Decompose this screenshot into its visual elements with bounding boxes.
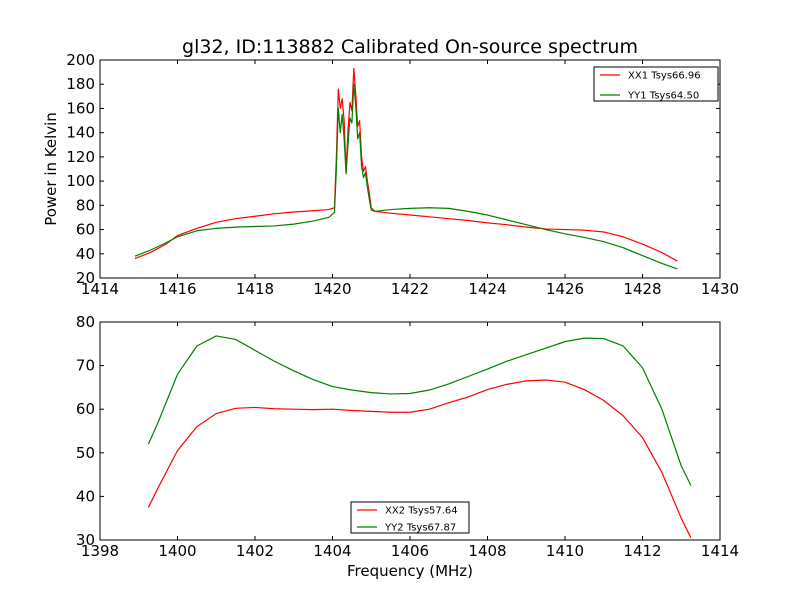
y-tick-label: 120	[66, 148, 95, 166]
x-tick-label: 1398	[81, 542, 119, 560]
x-tick-label: 1406	[391, 542, 429, 560]
y-tick-label: 70	[76, 357, 95, 375]
series-line-1-2	[134, 83, 678, 270]
legend-2: XX2 Tsys57.64 YY2 Tsys67.87	[350, 501, 470, 534]
chart-title: gl32, ID:113882 Calibrated On-source spe…	[182, 36, 638, 58]
y-tick-label: 30	[76, 531, 95, 549]
series-line-1-1	[134, 67, 678, 262]
legend-entry-label: YY1 Tsys64.50	[627, 91, 699, 102]
y-tick-label: 80	[76, 313, 95, 331]
legend-entry-label: YY2 Tsys67.87	[384, 523, 456, 534]
y-tick-label: 200	[66, 51, 95, 69]
x-tick-label: 1424	[468, 280, 506, 298]
x-tick-label: 1414	[701, 542, 739, 560]
chart-panel-1: 1414 1416 1418 1420 1422 1424 1426 1428 1430 20 40…	[42, 51, 739, 298]
y-tick-label: 140	[66, 124, 95, 142]
x-tick-label: 1412	[623, 542, 661, 560]
x-tick-label: 1400	[158, 542, 196, 560]
x-tick-label: 1404	[313, 542, 351, 560]
x-tick-label: 1408	[468, 542, 506, 560]
y-axis-label: Power in Kelvin	[42, 112, 60, 226]
legend-entry-label: XX2 Tsys57.64	[385, 506, 458, 517]
y-tick-label: 60	[76, 400, 95, 418]
x-tick-label: 1426	[546, 280, 584, 298]
y-tick-label: 50	[76, 444, 95, 462]
y-tick-label: 20	[76, 269, 95, 287]
legend-1: XX1 Tsys66.96 YY1 Tsys64.50	[593, 66, 719, 102]
chart-panel-2: 1398 1400 1402 1404 1406 1408 1410 1412 1414 30 40…	[76, 313, 739, 580]
legend-entry-label: XX1 Tsys66.96	[628, 71, 701, 82]
y-tick-label: 180	[66, 75, 95, 93]
y-tick-label: 60	[76, 221, 95, 239]
y-tick-label: 40	[76, 487, 95, 505]
x-axis-label: Frequency (MHz)	[347, 562, 473, 580]
y-tick-label: 40	[76, 245, 95, 263]
x-tick-label: 1430	[701, 280, 739, 298]
y-tick-label: 100	[66, 172, 95, 190]
x-tick-label: 1402	[236, 542, 274, 560]
series-line-2-1	[147, 379, 692, 539]
x-tick-label: 1420	[313, 280, 351, 298]
x-tick-label: 1418	[236, 280, 274, 298]
x-tick-label: 1422	[391, 280, 429, 298]
x-tick-label: 1414	[81, 280, 119, 298]
x-tick-label: 1410	[546, 542, 584, 560]
series-line-2-2	[147, 335, 692, 486]
y-tick-label: 80	[76, 196, 95, 214]
x-tick-label: 1428	[623, 280, 661, 298]
legend-box	[350, 501, 470, 534]
x-tick-label: 1416	[158, 280, 196, 298]
y-tick-label: 160	[66, 99, 95, 117]
